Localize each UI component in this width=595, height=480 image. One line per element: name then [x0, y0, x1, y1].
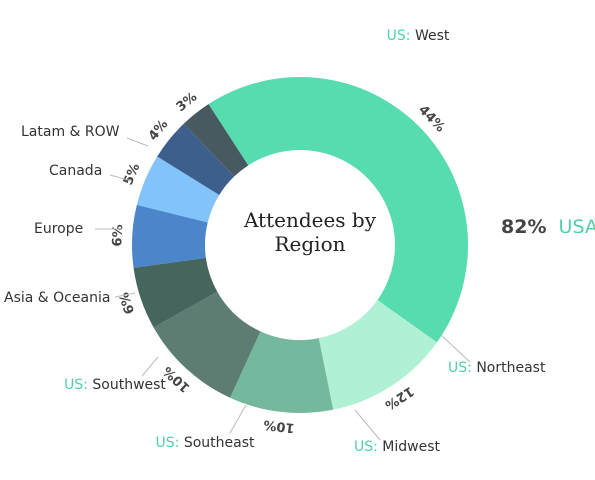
- leader-line: [114, 292, 136, 298]
- leader-line: [126, 137, 149, 147]
- region-label: US: Southeast: [156, 435, 255, 451]
- region-label: Europe: [34, 221, 83, 237]
- chart-title-line-1: Attendees by: [243, 208, 377, 232]
- region-label: Canada: [49, 163, 102, 179]
- percent-label: 6%: [117, 290, 138, 316]
- region-name: Canada: [49, 163, 102, 179]
- donut-slice-southwest: [133, 257, 218, 328]
- donut-slice-latam-row: [183, 104, 249, 177]
- donut-slices: [132, 77, 469, 413]
- donut-slice-europe: [136, 156, 220, 223]
- leader-line: [229, 404, 247, 434]
- leader-line: [109, 174, 133, 182]
- donut-slice-asia-oceania: [132, 204, 208, 268]
- percent-label: 6%: [110, 224, 126, 247]
- region-label: Asia & Oceania: [4, 290, 110, 306]
- region-name: Latam & ROW: [21, 124, 120, 140]
- usa-summary-label: USA: [559, 216, 595, 238]
- region-name: Northeast: [476, 360, 546, 376]
- region-label: US: Southwest: [64, 377, 166, 393]
- percent-label: 4%: [146, 117, 172, 144]
- us-prefix: US:: [387, 28, 415, 44]
- region-name: Europe: [34, 221, 83, 237]
- donut-slice-canada: [157, 123, 235, 195]
- region-name: Asia & Oceania: [4, 290, 110, 306]
- region-label: US: Northeast: [448, 360, 546, 376]
- percent-label: 5%: [121, 161, 143, 187]
- region-label: US: West: [387, 28, 450, 44]
- region-name: Southeast: [184, 435, 255, 451]
- leader-line: [141, 356, 159, 377]
- percent-label: 10%: [263, 417, 296, 435]
- us-prefix: US:: [156, 435, 184, 451]
- donut-slice-southeast: [153, 291, 261, 398]
- chart-title-line-2: Region: [274, 232, 345, 256]
- leader-line: [440, 334, 471, 363]
- region-name: Southwest: [92, 377, 166, 393]
- donut-slice-northeast: [318, 300, 437, 410]
- leader-line: [354, 409, 381, 441]
- region-label: US: Midwest: [354, 439, 441, 455]
- usa-summary-percent: 82%: [501, 216, 546, 238]
- us-prefix: US:: [354, 439, 382, 455]
- region-name: West: [415, 28, 450, 44]
- donut-slice-west: [208, 77, 469, 343]
- region-label: Latam & ROW: [21, 124, 120, 140]
- percent-label: 3%: [174, 90, 201, 115]
- leader-lines: [95, 137, 471, 441]
- usa-summary: 82% USA: [501, 216, 595, 238]
- region-name: Midwest: [382, 439, 440, 455]
- donut-slice-midwest: [230, 331, 334, 413]
- us-prefix: US:: [448, 360, 476, 376]
- us-prefix: US:: [64, 377, 92, 393]
